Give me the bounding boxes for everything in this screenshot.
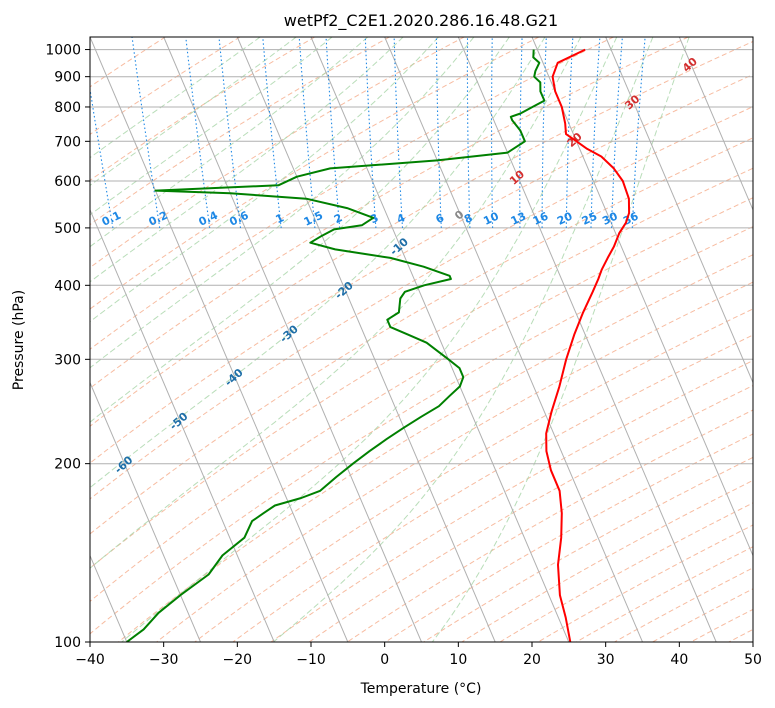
moist-adiabat xyxy=(90,37,439,323)
y-tick-label: 100 xyxy=(54,635,81,651)
dry-adiabat xyxy=(118,254,753,642)
mixing-ratio-line xyxy=(610,37,623,228)
y-tick-label: 200 xyxy=(54,457,81,473)
isotherm-line xyxy=(236,37,496,642)
dry-adiabat xyxy=(90,40,753,427)
mixing-ratio-line xyxy=(590,37,601,228)
x-tick-label: −40 xyxy=(75,652,105,668)
isotherm-line xyxy=(90,37,349,642)
dry-adiabat xyxy=(90,37,689,389)
mixing-ratio-label: 30 xyxy=(600,209,620,227)
mixing-ratio-label: 25 xyxy=(580,210,599,228)
dry-adiabat xyxy=(90,37,540,310)
mixing-ratio-label: 10 xyxy=(481,209,501,227)
y-tick-label: 600 xyxy=(54,174,81,190)
y-tick-label: 500 xyxy=(54,221,81,237)
axis-ticks: −40 −30 −20 −10 0 10 20 30 40 50 100 200 300 400 500 60… xyxy=(45,43,762,668)
mixing-ratio-line xyxy=(565,37,574,228)
moist-adiabat xyxy=(273,37,654,642)
mixing-ratio-line xyxy=(364,37,377,228)
y-tick-label: 1000 xyxy=(45,43,81,59)
moist-adiabat xyxy=(90,37,546,489)
mixing-ratio-line xyxy=(131,37,161,228)
y-tick-label: 300 xyxy=(54,352,81,368)
mixing-ratio-line xyxy=(185,37,211,228)
x-tick-label: 40 xyxy=(670,652,688,668)
isotherm-line xyxy=(310,37,570,642)
y-tick-label: 400 xyxy=(54,278,81,294)
mixing-ratio-line xyxy=(631,37,646,228)
mixing-ratio-line xyxy=(218,37,242,228)
moist-adiabat xyxy=(90,37,582,569)
dry-adiabat xyxy=(156,281,753,642)
x-axis-label: Temperature (°C) xyxy=(360,681,482,697)
mixing-ratio-line xyxy=(393,37,404,228)
mixing-ratio-line xyxy=(298,37,316,228)
moist-adiabat xyxy=(90,37,333,216)
isotherm-line xyxy=(678,37,753,212)
mixing-ratio-line xyxy=(262,37,282,228)
x-tick-label: 50 xyxy=(744,652,762,668)
mixing-ratio-line xyxy=(325,37,341,228)
dry-adiabat xyxy=(308,385,753,642)
isotherm-line xyxy=(605,37,753,384)
dry-adiabat xyxy=(347,409,753,642)
y-tick-label: 700 xyxy=(54,134,81,150)
moist-adiabat xyxy=(90,37,261,159)
moist-adiabat xyxy=(90,37,475,369)
plot-area: 0.10.20.40.611.52346810131620253036-100-… xyxy=(90,37,753,642)
isotherm-line xyxy=(163,37,422,642)
dry-adiabat xyxy=(461,479,753,642)
dry-adiabat xyxy=(90,37,614,350)
mixing-ratio-line xyxy=(466,37,471,228)
dry-adiabat xyxy=(90,226,753,635)
isotherm-line xyxy=(90,208,275,642)
moist-adiabat xyxy=(431,37,690,642)
dry-adiabat xyxy=(90,106,753,500)
x-tick-label: 0 xyxy=(380,652,389,668)
dry-adiabat xyxy=(232,334,753,642)
y-tick-label: 900 xyxy=(54,70,81,86)
mixing-ratio-label: 20 xyxy=(555,209,575,227)
mixing-ratio-line xyxy=(490,37,494,228)
mixing-ratio-line xyxy=(519,37,523,228)
series-layer xyxy=(126,48,631,642)
y-tick-label: 800 xyxy=(54,100,81,116)
x-tick-label: −30 xyxy=(149,652,179,668)
dry-adiabat xyxy=(90,73,753,464)
isotherm-line xyxy=(384,37,643,642)
mixing-ratio-label: 16 xyxy=(531,209,551,227)
dry-adiabat xyxy=(194,308,753,642)
mixing-ratio-line xyxy=(435,37,442,228)
dry-adiabat xyxy=(423,456,753,642)
isotherm-line xyxy=(531,37,753,557)
isotherm-line xyxy=(90,381,201,642)
mixing-ratio-line xyxy=(541,37,547,228)
mixing-ratio-label: 13 xyxy=(509,210,528,228)
temperature-line xyxy=(545,48,631,642)
isotherm-line xyxy=(457,37,717,642)
axes-frame xyxy=(89,36,754,643)
x-tick-label: −20 xyxy=(223,652,253,668)
dry-adiabat xyxy=(90,197,753,603)
y-axis-label: Pressure (hPa) xyxy=(11,290,27,390)
chart-title: wetPf2_C2E1.2020.286.16.48.G21 xyxy=(284,11,558,31)
x-tick-label: 30 xyxy=(597,652,615,668)
moist-adiabat xyxy=(90,37,510,423)
x-tick-label: 10 xyxy=(449,652,467,668)
x-tick-label: 20 xyxy=(523,652,541,668)
x-tick-label: −10 xyxy=(296,652,326,668)
dewpoint-line xyxy=(126,49,546,642)
